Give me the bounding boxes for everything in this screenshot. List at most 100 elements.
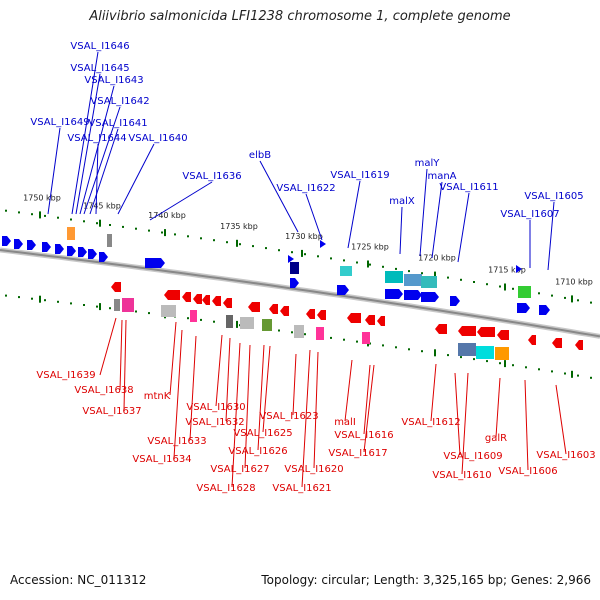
reverse-gene-label: malI bbox=[334, 417, 356, 428]
gene-box[interactable] bbox=[294, 325, 304, 338]
scale-dot bbox=[382, 265, 384, 268]
reverse-label-leader bbox=[495, 377, 501, 438]
gene-box[interactable] bbox=[107, 234, 112, 247]
reverse-gene-arrow[interactable] bbox=[193, 294, 202, 304]
reverse-gene-arrow[interactable] bbox=[212, 296, 221, 306]
forward-gene-arrow[interactable] bbox=[385, 289, 403, 299]
reverse-gene-arrow[interactable] bbox=[248, 302, 260, 312]
forward-gene-arrow[interactable] bbox=[539, 305, 550, 315]
forward-gene-arrow[interactable] bbox=[78, 247, 87, 257]
forward-gene-label: VSAL_I1642 bbox=[90, 96, 149, 107]
gene-box[interactable] bbox=[226, 315, 233, 328]
scale-dot bbox=[109, 224, 111, 226]
scale-dot bbox=[70, 218, 72, 221]
scale-tick bbox=[99, 219, 101, 227]
forward-label-leader bbox=[419, 168, 428, 257]
gene-box[interactable] bbox=[161, 305, 176, 317]
forward-gene-arrow[interactable] bbox=[88, 249, 97, 259]
reverse-gene-label: VSAL_I1609 bbox=[443, 451, 502, 462]
forward-label-leader bbox=[83, 106, 121, 215]
reverse-label-leader bbox=[363, 364, 375, 453]
gene-box[interactable] bbox=[421, 276, 437, 288]
reverse-gene-arrow[interactable] bbox=[477, 327, 495, 337]
scale-dot bbox=[213, 320, 215, 323]
forward-gene-arrow[interactable] bbox=[320, 240, 326, 248]
forward-gene-arrow[interactable] bbox=[67, 246, 76, 256]
scale-dot bbox=[408, 348, 410, 351]
scale-dot bbox=[447, 354, 449, 357]
gene-box[interactable] bbox=[362, 332, 370, 344]
reverse-gene-arrow[interactable] bbox=[377, 316, 385, 326]
gene-box[interactable] bbox=[518, 286, 531, 298]
scale-dot bbox=[83, 220, 85, 223]
reverse-gene-arrow[interactable] bbox=[202, 295, 210, 305]
reverse-gene-arrow[interactable] bbox=[552, 338, 562, 348]
scale-tick bbox=[39, 211, 41, 219]
reverse-gene-label: VSAL_I1612 bbox=[401, 417, 460, 428]
gene-box[interactable] bbox=[316, 327, 324, 340]
gene-box[interactable] bbox=[240, 317, 254, 329]
reverse-gene-arrow[interactable] bbox=[497, 330, 509, 340]
gene-box[interactable] bbox=[340, 266, 352, 276]
forward-gene-label: VSAL_I1643 bbox=[84, 75, 143, 86]
forward-gene-arrow[interactable] bbox=[27, 240, 36, 250]
reverse-gene-arrow[interactable] bbox=[347, 313, 361, 323]
gene-box[interactable] bbox=[67, 227, 75, 240]
gene-box[interactable] bbox=[476, 346, 494, 359]
scale-dot bbox=[239, 243, 241, 246]
scale-dot bbox=[291, 331, 293, 334]
forward-gene-arrow[interactable] bbox=[517, 303, 530, 313]
reverse-gene-arrow[interactable] bbox=[223, 298, 232, 308]
forward-gene-arrow[interactable] bbox=[99, 252, 108, 262]
reverse-gene-arrow[interactable] bbox=[365, 315, 375, 325]
scale-dot bbox=[122, 225, 124, 228]
scale-dot bbox=[135, 227, 137, 230]
gene-box[interactable] bbox=[262, 319, 272, 331]
forward-gene-arrow[interactable] bbox=[450, 296, 460, 306]
gene-box[interactable] bbox=[114, 299, 120, 311]
reverse-gene-arrow[interactable] bbox=[306, 309, 315, 319]
gene-box[interactable] bbox=[290, 262, 299, 274]
reverse-gene-arrow[interactable] bbox=[164, 290, 180, 300]
forward-gene-arrow[interactable] bbox=[42, 242, 51, 252]
forward-gene-arrow[interactable] bbox=[337, 285, 349, 295]
gene-box[interactable] bbox=[404, 274, 422, 286]
reverse-gene-arrow[interactable] bbox=[280, 306, 289, 316]
reverse-gene-arrow[interactable] bbox=[435, 324, 447, 334]
gene-box[interactable] bbox=[458, 343, 476, 356]
reverse-gene-label: VSAL_I1632 bbox=[185, 417, 244, 428]
forward-label-leader bbox=[117, 143, 155, 215]
forward-gene-arrow[interactable] bbox=[404, 290, 422, 300]
scale-dot bbox=[330, 257, 332, 260]
scale-dot bbox=[252, 245, 254, 248]
reverse-gene-arrow[interactable] bbox=[575, 340, 583, 350]
gene-box[interactable] bbox=[495, 347, 509, 360]
forward-gene-arrow[interactable] bbox=[14, 239, 23, 249]
reverse-gene-arrow[interactable] bbox=[528, 335, 536, 345]
gene-box[interactable] bbox=[385, 271, 403, 283]
scale-tick bbox=[504, 360, 506, 368]
scale-dot bbox=[408, 270, 410, 273]
reverse-gene-arrow[interactable] bbox=[111, 282, 121, 292]
forward-gene-arrow[interactable] bbox=[2, 236, 11, 246]
forward-gene-label: VSAL_I1644 bbox=[67, 133, 126, 144]
scale-tick bbox=[434, 349, 436, 357]
reverse-gene-arrow[interactable] bbox=[458, 326, 476, 336]
scale-dot bbox=[460, 278, 462, 281]
backbone-shadow bbox=[0, 247, 600, 339]
forward-gene-arrow[interactable] bbox=[145, 258, 165, 268]
reverse-gene-arrow[interactable] bbox=[269, 304, 278, 314]
reverse-gene-arrow[interactable] bbox=[317, 310, 326, 320]
forward-gene-arrow[interactable] bbox=[288, 255, 294, 263]
scale-dot bbox=[421, 272, 423, 275]
gene-box[interactable] bbox=[190, 310, 197, 322]
forward-gene-arrow[interactable] bbox=[290, 278, 299, 288]
forward-label-leader bbox=[79, 85, 115, 215]
scale-dot bbox=[304, 253, 306, 256]
forward-gene-arrow[interactable] bbox=[55, 244, 64, 254]
scale-dot bbox=[590, 376, 592, 379]
reverse-gene-arrow[interactable] bbox=[182, 292, 191, 302]
gene-box[interactable] bbox=[122, 298, 134, 312]
forward-gene-arrow[interactable] bbox=[421, 292, 439, 302]
forward-gene-arrow[interactable] bbox=[516, 265, 522, 273]
